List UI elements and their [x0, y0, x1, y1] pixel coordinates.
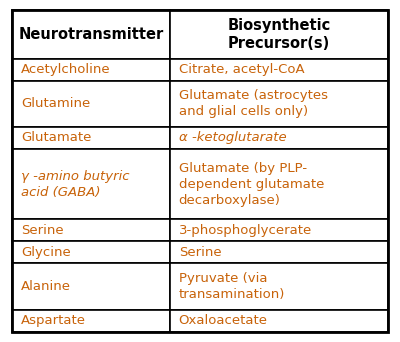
Text: Biosynthetic
Precursor(s): Biosynthetic Precursor(s) — [227, 18, 330, 51]
Bar — [12, 310, 170, 332]
Text: γ -amino butyric
acid (GABA): γ -amino butyric acid (GABA) — [21, 170, 129, 199]
Bar — [170, 149, 388, 220]
Text: 3-phosphoglycerate: 3-phosphoglycerate — [179, 224, 312, 237]
Text: Glutamate: Glutamate — [21, 131, 91, 144]
Text: Oxaloacetate: Oxaloacetate — [179, 314, 268, 327]
Bar — [170, 59, 388, 81]
Bar — [12, 10, 170, 59]
Bar — [12, 127, 170, 149]
Bar — [170, 127, 388, 149]
Bar — [170, 310, 388, 332]
Bar — [12, 81, 170, 127]
Text: Glutamate (astrocytes
and glial cells only): Glutamate (astrocytes and glial cells on… — [179, 89, 328, 118]
Text: Serine: Serine — [179, 246, 221, 259]
Text: Neurotransmitter: Neurotransmitter — [18, 27, 164, 42]
Text: Glutamine: Glutamine — [21, 97, 90, 110]
Text: Glycine: Glycine — [21, 246, 70, 259]
Bar — [170, 81, 388, 127]
Bar — [170, 263, 388, 310]
Bar — [12, 241, 170, 263]
Text: Serine: Serine — [21, 224, 64, 237]
Text: Citrate, acetyl-CoA: Citrate, acetyl-CoA — [179, 63, 304, 76]
Bar — [170, 220, 388, 241]
Text: Glutamate (by PLP-
dependent glutamate
decarboxylase): Glutamate (by PLP- dependent glutamate d… — [179, 162, 324, 207]
Text: Aspartate: Aspartate — [21, 314, 86, 327]
Bar — [12, 263, 170, 310]
Bar — [12, 149, 170, 220]
Text: Pyruvate (via
transamination): Pyruvate (via transamination) — [179, 272, 285, 301]
Text: Acetylcholine: Acetylcholine — [21, 63, 110, 76]
Bar — [12, 59, 170, 81]
Text: Alanine: Alanine — [21, 280, 71, 293]
Bar — [12, 220, 170, 241]
Text: α -ketoglutarate: α -ketoglutarate — [179, 131, 286, 144]
Bar — [170, 241, 388, 263]
Bar — [170, 10, 388, 59]
